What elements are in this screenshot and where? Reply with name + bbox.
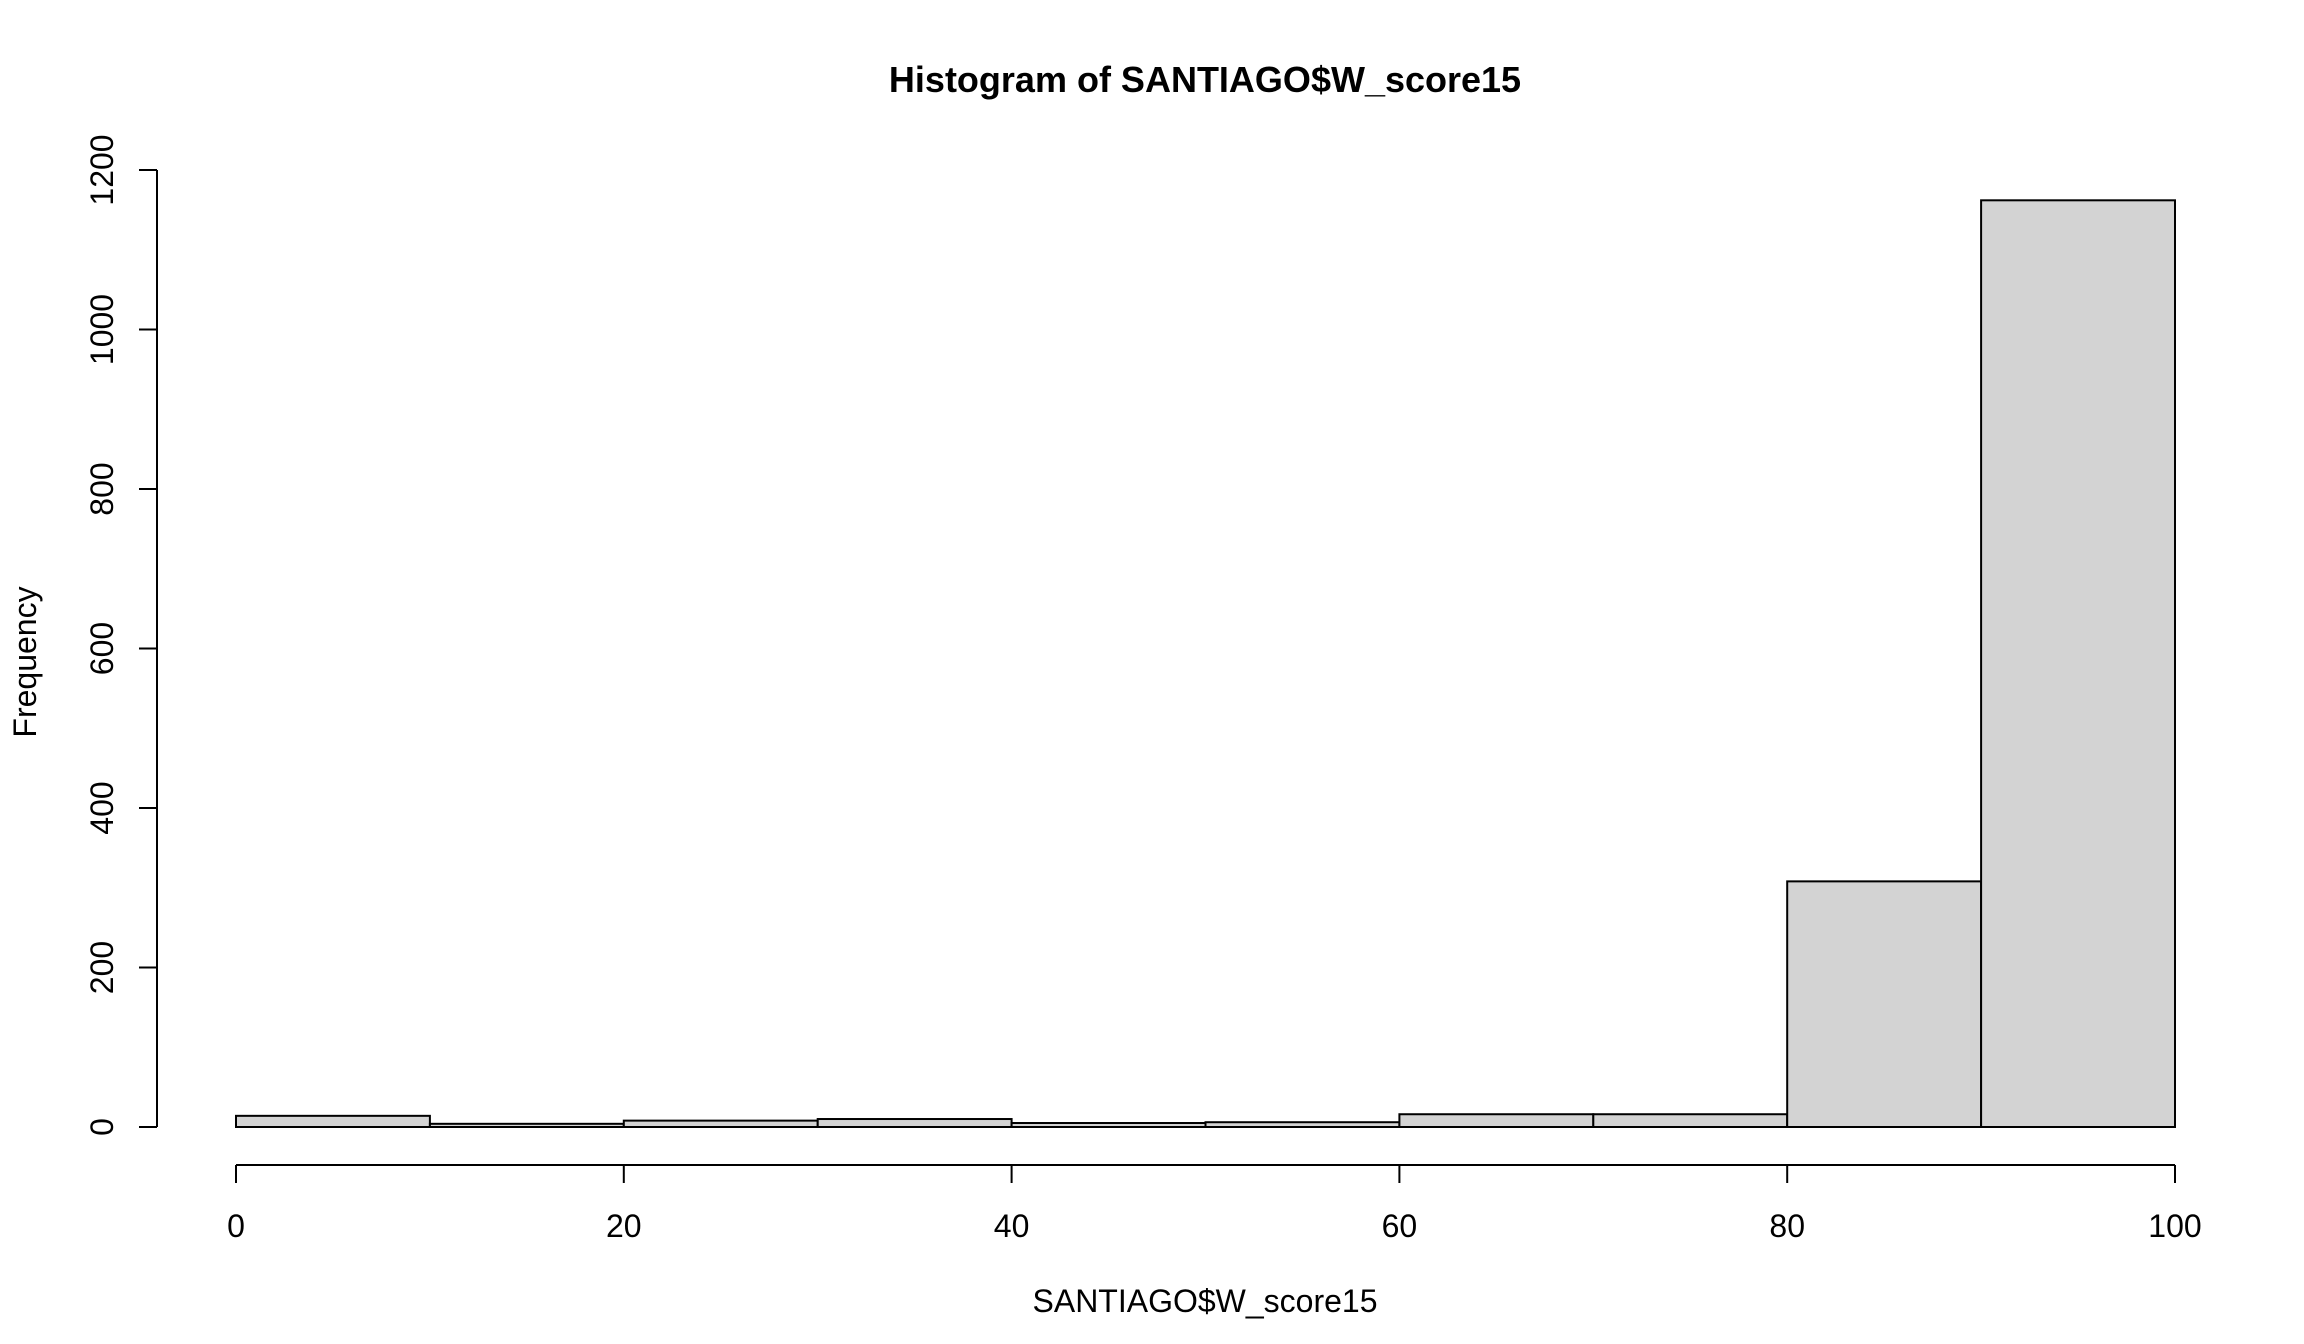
histogram-bar-9 bbox=[1980, 199, 2176, 1128]
histogram-bar-4 bbox=[1010, 1122, 1207, 1128]
histogram-bar-3 bbox=[816, 1118, 1013, 1129]
x-tick-label-3: 60 bbox=[1382, 1208, 1418, 1244]
histogram-bar-2 bbox=[622, 1119, 819, 1128]
x-axis-ticks: 0 20 40 60 80 100 bbox=[227, 1165, 2202, 1244]
histogram-bar-1 bbox=[428, 1122, 625, 1129]
y-axis: 0 200 400 600 800 1000 1200 bbox=[84, 134, 158, 1136]
x-axis-label: SANTIAGO$W_score15 bbox=[1033, 1283, 1378, 1319]
y-axis-label: Frequency bbox=[7, 586, 43, 737]
x-axis: 0 20 40 60 80 100 bbox=[227, 1164, 2202, 1244]
x-tick-label-0: 0 bbox=[227, 1208, 245, 1244]
y-tick-label-5: 1000 bbox=[84, 294, 120, 365]
x-tick-label-2: 40 bbox=[994, 1208, 1030, 1244]
histogram-bar-5 bbox=[1204, 1121, 1401, 1128]
y-tick-label-2: 400 bbox=[84, 781, 120, 834]
x-tick-label-4: 80 bbox=[1769, 1208, 1805, 1244]
y-tick-label-0: 0 bbox=[84, 1118, 120, 1136]
x-tick-label-1: 20 bbox=[606, 1208, 642, 1244]
y-tick-label-1: 200 bbox=[84, 941, 120, 994]
histogram-bars bbox=[235, 199, 2176, 1129]
y-tick-label-4: 800 bbox=[84, 462, 120, 515]
histogram-bar-0 bbox=[235, 1114, 431, 1128]
histogram-bar-6 bbox=[1398, 1113, 1595, 1128]
y-tick-label-6: 1200 bbox=[84, 134, 120, 205]
histogram-bar-8 bbox=[1786, 880, 1983, 1128]
y-axis-ticks: 0 200 400 600 800 1000 1200 bbox=[84, 134, 157, 1136]
histogram-bar-7 bbox=[1592, 1113, 1789, 1128]
x-tick-label-5: 100 bbox=[2148, 1208, 2201, 1244]
y-tick-label-3: 600 bbox=[84, 622, 120, 675]
chart-title: Histogram of SANTIAGO$W_score15 bbox=[889, 59, 1521, 100]
